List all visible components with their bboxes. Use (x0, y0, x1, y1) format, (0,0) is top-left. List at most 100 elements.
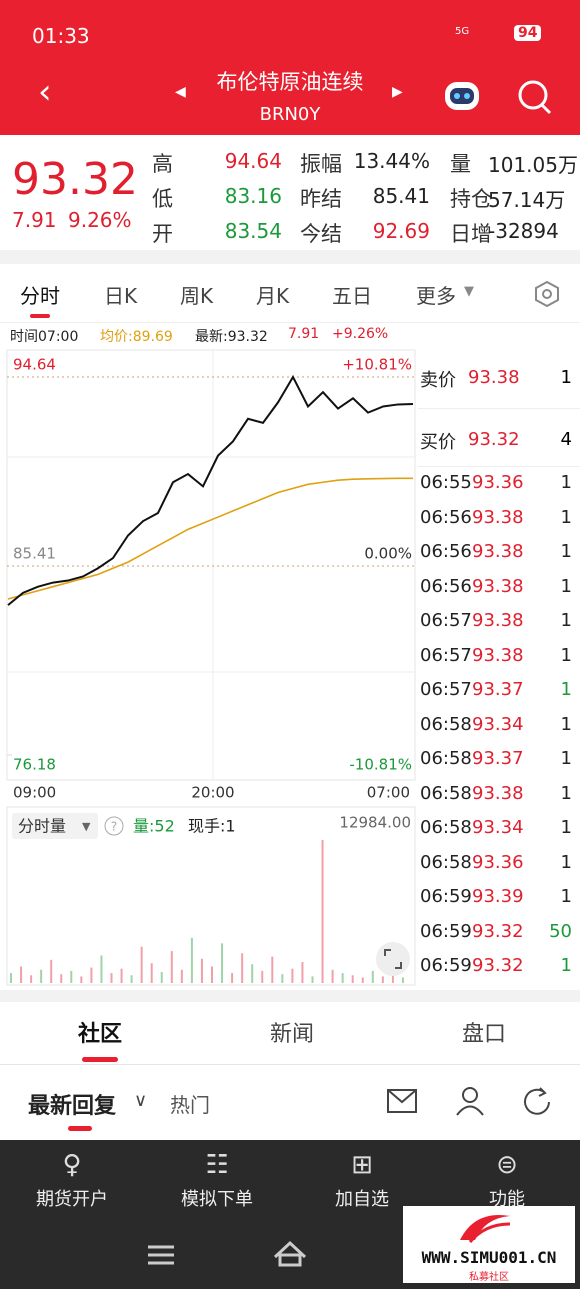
pct-label: -10.81% (349, 756, 412, 774)
volume-bar (30, 975, 33, 983)
settings-icon[interactable] (533, 280, 561, 308)
y-tick-label: 76.18 (13, 756, 56, 774)
tab[interactable]: 月K (256, 284, 290, 308)
trade-qty: 1 (560, 748, 572, 769)
divider (0, 1064, 580, 1065)
volume-bar (221, 943, 224, 983)
change-pct: 9.26% (68, 208, 132, 232)
stat-label: 昨结 (300, 187, 342, 211)
price-line (7, 374, 414, 606)
volume-bar (311, 976, 314, 983)
title: 布伦特原油连续 (216, 70, 364, 94)
nav-label[interactable]: 加自选 (335, 1189, 389, 1210)
subtab-latest[interactable]: 最新回复 (28, 1094, 117, 1119)
stat-label: 持仓 (450, 187, 492, 211)
intraday-chart: 94.64 +10.81% 85.41 0.00% 76.18 -10.81% 09:00 2… (6, 349, 416, 986)
ask-price: 93.38 (468, 367, 520, 388)
volume-bar (381, 976, 384, 983)
back-button[interactable]: ‹ (38, 72, 52, 112)
dropdown[interactable]: ∨ (134, 1090, 148, 1111)
help-icon (104, 816, 124, 836)
trade-qty: 1 (560, 644, 572, 666)
divider (418, 466, 580, 467)
chart-frame (6, 349, 416, 781)
trade-qty: 1 (560, 679, 572, 700)
volume-bar (241, 953, 244, 983)
trade-time: 06:58 (420, 748, 472, 769)
divider (0, 250, 580, 264)
trade-time: 06:57 (420, 679, 472, 700)
community-icons[interactable] (384, 1084, 554, 1120)
volume-qty: 量:52 (133, 817, 175, 836)
trade-price: 93.38 (472, 610, 524, 631)
trade-time: 06:57 (420, 644, 472, 666)
volume-bar (331, 969, 334, 983)
volume-hand: 现手:1 (188, 817, 236, 836)
volume-bar (211, 966, 213, 983)
volume-bar (291, 968, 294, 983)
trade-price: 93.36 (472, 472, 524, 493)
next-button[interactable]: ▶ (392, 84, 403, 100)
nav-label[interactable]: 期货开户 (36, 1189, 108, 1210)
volume-bar (170, 951, 173, 983)
stat-value: 57.14万 (488, 188, 566, 212)
community-tab[interactable]: 盘口 (461, 1022, 506, 1047)
trade-qty: 1 (560, 575, 572, 597)
volume-bar (60, 974, 63, 983)
trade-qty: 1 (560, 610, 572, 631)
header-icons[interactable] (440, 76, 560, 116)
trade-time: 06:58 (420, 817, 472, 838)
tab[interactable]: 周K (180, 284, 214, 308)
volume-bar (271, 956, 274, 983)
change: 7.91 (12, 208, 57, 232)
trade-price: 93.34 (472, 713, 524, 735)
tab[interactable]: 日K (104, 284, 138, 308)
trade-qty: 1 (560, 886, 572, 907)
subtab-hot[interactable]: 热门 (170, 1093, 210, 1117)
prev-button[interactable]: ◀ (175, 84, 186, 100)
pct-label: +10.81% (342, 356, 412, 374)
network: 5G (455, 26, 470, 37)
ask-qty: 1 (560, 367, 572, 388)
volume-frame (6, 806, 416, 986)
trade-price: 93.32 (472, 955, 524, 976)
volume-bar (150, 963, 153, 983)
trade-time: 06:55 (420, 472, 472, 493)
volume-bar (301, 962, 304, 983)
stat-label: 量 (450, 152, 471, 176)
volume-bar (110, 973, 113, 983)
volume-max: 12984.00 (339, 814, 411, 832)
nav-icon[interactable]: ⊜ (496, 1150, 518, 1180)
pct-label: 0.00% (364, 545, 412, 563)
volume-bar (140, 946, 143, 983)
volume-bar (80, 976, 83, 983)
nav-label[interactable]: 功能 (489, 1189, 525, 1210)
tab[interactable]: 更多 (416, 284, 456, 308)
system-nav[interactable] (0, 1235, 400, 1275)
info-time: 时间07:00 (10, 329, 79, 345)
stat-label: 振幅 (300, 152, 342, 176)
community-tab[interactable]: 新闻 (269, 1022, 314, 1047)
trade-price: 93.38 (472, 541, 524, 562)
info-latest: 最新:93.32 (195, 329, 268, 345)
volume-bar (50, 959, 53, 983)
bid-price: 93.32 (468, 429, 520, 450)
x-tick-label: 07:00 (367, 784, 410, 802)
nav-icon[interactable]: ⊞ (351, 1150, 373, 1180)
stat-label: 低 (152, 187, 173, 211)
nav-label[interactable]: 模拟下单 (181, 1189, 253, 1210)
nav-icon[interactable]: ☷ (205, 1150, 229, 1180)
tab[interactable]: 五日 (332, 284, 372, 308)
nav-icon[interactable]: ♀ (62, 1150, 82, 1180)
volume-bar (200, 958, 203, 983)
trade-price: 93.37 (472, 748, 524, 769)
y-tick-label: 94.64 (13, 356, 56, 374)
bid-label: 买价 (420, 432, 456, 453)
bid-qty: 4 (560, 429, 572, 450)
header-bg (0, 0, 580, 135)
subtab-indicator (68, 1126, 92, 1131)
stat-label: 开 (152, 222, 173, 246)
community-tab[interactable]: 社区 (77, 1022, 122, 1047)
tab-indicator (82, 1057, 118, 1062)
tab[interactable]: 分时 (20, 284, 60, 308)
